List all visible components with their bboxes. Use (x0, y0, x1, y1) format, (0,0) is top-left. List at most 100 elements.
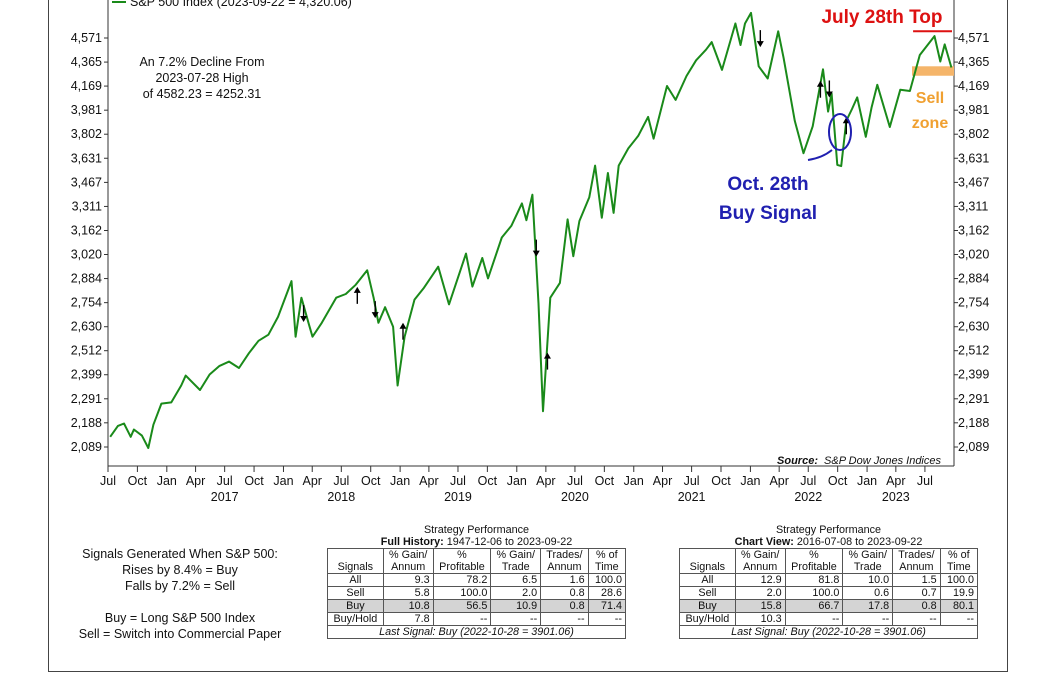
sell-arrow (300, 304, 308, 322)
y-tick-label-right: 4,169 (958, 79, 989, 93)
table-subtitle-range: 2016-07-08 to 2023-09-22 (796, 536, 923, 548)
signals-line-5: Sell = Switch into Commercial Paper (78, 627, 282, 641)
table-title: Strategy Performance (775, 524, 882, 536)
table-cell: 19.9 (939, 586, 979, 600)
header-bottom: Trade (842, 561, 894, 574)
y-tick-label-left: 2,291 (71, 392, 102, 406)
table-footer: Last Signal: Buy (2022-10-28 = 3901.06) (327, 625, 626, 639)
table-cell: 28.6 (587, 586, 627, 600)
table-subtitle: Chart View: 2016-07-08 to 2023-09-22 (680, 536, 978, 549)
y-tick-label-left: 3,631 (71, 151, 102, 165)
y-tick-label-left: 2,399 (71, 368, 102, 382)
sell-zone-label-2: zone (912, 115, 949, 132)
x-tick-label: Oct (711, 474, 731, 488)
table-cell: 100.0 (784, 586, 844, 600)
header-top: % Gain/ (734, 548, 786, 561)
header-top: % (784, 548, 844, 561)
header-bottom: Annum (540, 561, 589, 574)
table-cell: -- (939, 612, 979, 626)
table-cell: -- (587, 612, 627, 626)
header-bottom: Profitable (784, 561, 844, 574)
y-tick-label-left: 2,188 (71, 416, 102, 430)
y-tick-label-right: 2,754 (958, 296, 989, 310)
x-tick-label: Jul (100, 474, 116, 488)
x-tick-label: Jul (684, 474, 700, 488)
table-cell: -- (540, 612, 589, 626)
table-cell: 66.7 (784, 599, 844, 613)
y-tick-label-left: 2,089 (71, 440, 102, 454)
x-year-label: 2021 (678, 490, 706, 504)
plot-area (107, 0, 955, 467)
chart-view-table: Strategy Performance Chart View: 2016-07-… (679, 524, 979, 639)
y-tick-label-right: 3,311 (958, 199, 988, 213)
x-tick-label: Apr (653, 474, 672, 488)
y-tick-label-right: 2,291 (958, 392, 989, 406)
x-tick-label: Jul (917, 474, 933, 488)
table-title: Strategy Performance (423, 524, 530, 536)
x-tick-label: Jul (450, 474, 466, 488)
table-cell: Sell (679, 586, 736, 600)
table-cell: Buy (327, 599, 384, 613)
table-cell: 1.5 (892, 573, 941, 587)
x-year-label: 2017 (211, 490, 239, 504)
x-tick-label: Jul (800, 474, 816, 488)
x-tick-label: Apr (769, 474, 788, 488)
y-tick-label-left: 4,365 (71, 55, 102, 69)
x-tick-label: Jan (273, 474, 293, 488)
header-blank (679, 548, 736, 561)
table-cell: -- (892, 612, 941, 626)
buy-arrow (353, 286, 361, 304)
header-top: % Gain/ (490, 548, 542, 561)
y-tick-label-right: 2,884 (958, 272, 989, 286)
table-cell: 10.8 (382, 599, 434, 613)
sell-arrow (371, 301, 379, 319)
x-tick-label: Oct (828, 474, 848, 488)
table-cell: 10.9 (490, 599, 542, 613)
buy-signal-circle (828, 113, 852, 151)
header-top: % (432, 548, 492, 561)
x-tick-label: Jul (217, 474, 233, 488)
header-bottom: Time (939, 561, 979, 574)
sell-zone-band (912, 66, 954, 76)
y-tick-label-right: 2,188 (958, 416, 989, 430)
table-cell: 80.1 (939, 599, 979, 613)
x-year-label: 2022 (794, 490, 822, 504)
y-tick-label-left: 2,512 (71, 344, 102, 358)
y-tick-label-right: 4,365 (958, 55, 989, 69)
x-tick-label: Oct (595, 474, 615, 488)
y-tick-label-left: 4,169 (71, 79, 102, 93)
y-tick-label-left: 3,981 (71, 103, 102, 117)
table-subtitle: Full History: 1947-12-06 to 2023-09-22 (328, 536, 626, 549)
table-cell: 5.8 (382, 586, 434, 600)
y-tick-label-right: 2,512 (958, 344, 989, 358)
header-bottom: Annum (892, 561, 941, 574)
y-tick-label-left: 3,162 (71, 223, 102, 237)
table-cell: -- (842, 612, 894, 626)
table-cell: 10.3 (734, 612, 786, 626)
x-tick-label: Oct (128, 474, 148, 488)
table-cell: -- (784, 612, 844, 626)
header-top: Trades/ (892, 548, 941, 561)
x-tick-label: Apr (419, 474, 438, 488)
header-top: % of (587, 548, 627, 561)
table-cell: 0.8 (540, 599, 589, 613)
buy-signal-label-2: Buy Signal (719, 203, 817, 224)
table-cell: Buy (679, 599, 736, 613)
july-top-label: July 28th Top (821, 7, 942, 28)
header-top: % of (939, 548, 979, 561)
source-text: S&P Dow Jones Indices (824, 455, 941, 467)
table-cell: -- (432, 612, 492, 626)
x-tick-label: Jan (857, 474, 877, 488)
x-year-label: 2023 (882, 490, 910, 504)
sell-arrow (532, 239, 540, 257)
y-tick-label-left: 3,311 (72, 199, 102, 213)
table-cell: 2.0 (734, 586, 786, 600)
y-tick-label-right: 3,802 (958, 127, 989, 141)
y-tick-label-right: 3,981 (958, 103, 989, 117)
table-cell: 100.0 (939, 573, 979, 587)
table-footer: Last Signal: Buy (2022-10-28 = 3901.06) (679, 625, 978, 639)
x-tick-label: Jan (157, 474, 177, 488)
header-bottom: Annum (734, 561, 786, 574)
header-top: % Gain/ (382, 548, 434, 561)
y-tick-label-right: 2,089 (958, 440, 989, 454)
